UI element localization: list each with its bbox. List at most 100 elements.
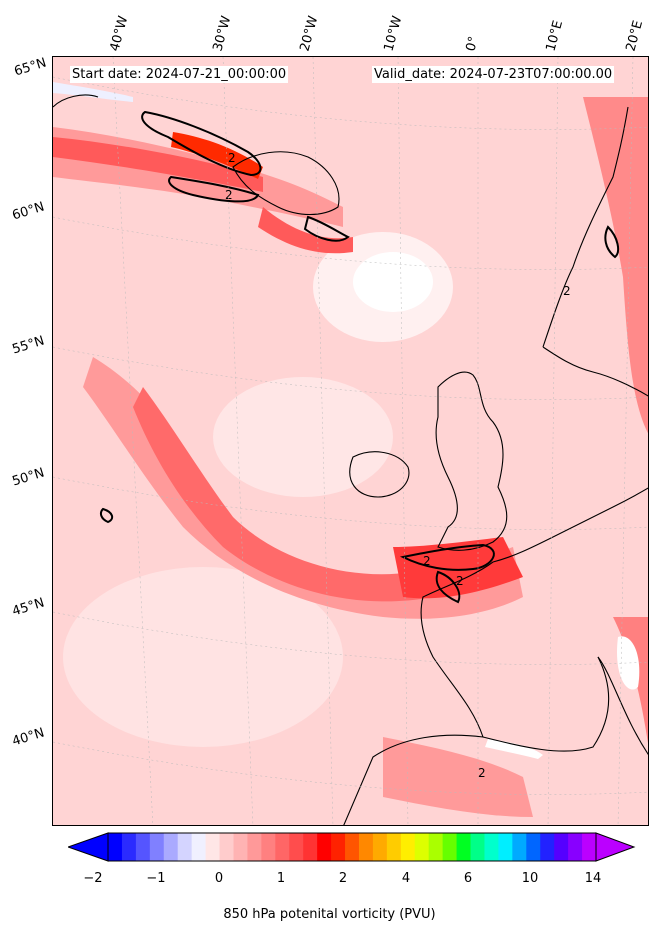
contour-channel xyxy=(399,543,495,571)
contour-label: 2 xyxy=(563,284,571,298)
colorbar-tick: −1 xyxy=(146,871,166,886)
pv-low-region-southwest xyxy=(63,567,343,747)
colorbar-cell xyxy=(372,833,388,861)
colorbar-tick: 6 xyxy=(463,871,473,886)
pv-band-norway xyxy=(583,97,648,434)
valid-date-label: Valid_date: 2024-07-23T07:00:00.00 xyxy=(372,66,615,83)
colorbar-cell xyxy=(345,833,360,861)
coast-scandinavia xyxy=(542,106,648,397)
colorbar-cell xyxy=(358,833,374,861)
coast-great-britain xyxy=(435,371,508,551)
colorbar-cell xyxy=(233,833,249,861)
pv-band-north-core xyxy=(53,137,263,192)
map-panel: 2 2 2 2 2 2 xyxy=(52,56,649,826)
pv-band-north-max xyxy=(171,132,263,179)
lat-label: 40°N xyxy=(10,725,47,750)
colorbar-cell xyxy=(456,833,472,861)
pv-negative-patch-north xyxy=(53,82,133,102)
colorbar-cell xyxy=(442,833,458,861)
contour-iceland xyxy=(303,215,350,242)
colorbar-cell xyxy=(512,833,527,861)
colorbar-cell xyxy=(149,833,165,861)
lon-label: 10°E xyxy=(543,18,567,53)
colorbar-cell xyxy=(400,833,416,861)
colorbar-cell xyxy=(484,833,499,861)
colorbar-cell xyxy=(275,833,290,861)
colorbar-cell xyxy=(163,833,179,861)
contour-label: 2 xyxy=(456,574,464,588)
coast-iceland xyxy=(232,151,340,215)
colorbar-cell xyxy=(219,833,235,861)
colorbar-tick: −2 xyxy=(83,871,103,886)
colorbar-cell xyxy=(386,833,402,861)
lat-label: 55°N xyxy=(10,333,47,358)
contour-north-atlantic-1 xyxy=(141,110,262,177)
colorbar-cell xyxy=(414,833,430,861)
colorbar-label: 850 hPa potenital vorticity (PVU) xyxy=(223,907,436,922)
lon-label: 0° xyxy=(463,34,482,53)
start-date-label: Start date: 2024-07-21_00:00:00 xyxy=(70,66,289,83)
lat-label: 45°N xyxy=(10,595,47,620)
pv-band-mediterranean xyxy=(613,617,648,744)
colorbar-cell xyxy=(526,833,541,861)
contour-label: 2 xyxy=(423,554,431,568)
lon-label: 40°W xyxy=(107,14,132,53)
colorbar-cell xyxy=(317,833,332,861)
contour-label: 2 xyxy=(478,766,486,780)
colorbar-cell xyxy=(540,833,555,861)
pv-low-region-central xyxy=(213,377,393,497)
colorbar-cell xyxy=(247,833,262,861)
lat-label: 50°N xyxy=(10,465,47,490)
pv-negative-patch-italy xyxy=(617,636,640,690)
pv-negative-patch-spain xyxy=(485,739,543,759)
lon-label: 10°W xyxy=(381,14,406,53)
colorbar-cells xyxy=(108,833,597,861)
pv-field-map: 2 2 2 2 2 2 xyxy=(53,57,648,825)
colorbar-cell xyxy=(303,833,318,861)
pv-band-iceland xyxy=(258,207,353,254)
colorbar-cell xyxy=(261,833,276,861)
lat-label: 65°N xyxy=(12,55,49,80)
colorbar-tick: 10 xyxy=(521,871,539,886)
coast-spain-france-med xyxy=(482,656,610,752)
colorbar-cell xyxy=(191,833,207,861)
contour-label: 2 xyxy=(225,188,233,202)
colorbar-cell xyxy=(121,833,137,861)
graticule xyxy=(53,57,648,825)
lon-label: 30°W xyxy=(210,14,235,53)
colorbar-extend-max xyxy=(595,832,636,862)
colorbar-cell xyxy=(568,833,583,861)
colorbar-tick: 14 xyxy=(584,871,602,886)
pv-2-contours xyxy=(99,110,620,604)
colorbar-cell xyxy=(498,833,513,861)
colorbar-tick: 0 xyxy=(214,871,224,886)
colorbar-cell xyxy=(331,833,346,861)
coast-ireland xyxy=(349,451,410,498)
colorbar-cell xyxy=(289,833,304,861)
colorbar xyxy=(68,832,636,862)
colorbar-cell xyxy=(177,833,193,861)
coast-greenland xyxy=(53,94,99,108)
contour-france xyxy=(435,570,461,604)
colorbar-tick: 2 xyxy=(338,871,348,886)
colorbar-outline xyxy=(107,832,597,862)
colorbar-cell xyxy=(205,833,221,861)
colorbar-cell xyxy=(470,833,486,861)
lon-label: 20°E xyxy=(623,18,647,53)
colorbar-tick: 1 xyxy=(276,871,286,886)
colorbar-cell xyxy=(582,833,597,861)
colorbar-extend-min xyxy=(68,832,109,862)
colorbar-tick: 4 xyxy=(401,871,411,886)
colorbar-cell xyxy=(108,833,123,861)
coast-italy xyxy=(597,656,648,755)
contour-label: 2 xyxy=(228,151,236,165)
coast-continental-europe xyxy=(343,487,648,825)
lon-label: 20°W xyxy=(297,14,322,53)
pv-min-core xyxy=(353,252,433,312)
pv-band-iberia-south xyxy=(383,737,533,817)
contour-atlantic-spot xyxy=(99,507,114,524)
colorbar-cell xyxy=(554,833,569,861)
contour-north-atlantic-2 xyxy=(168,175,260,203)
coastlines xyxy=(53,94,648,825)
contour-norway xyxy=(604,225,620,259)
